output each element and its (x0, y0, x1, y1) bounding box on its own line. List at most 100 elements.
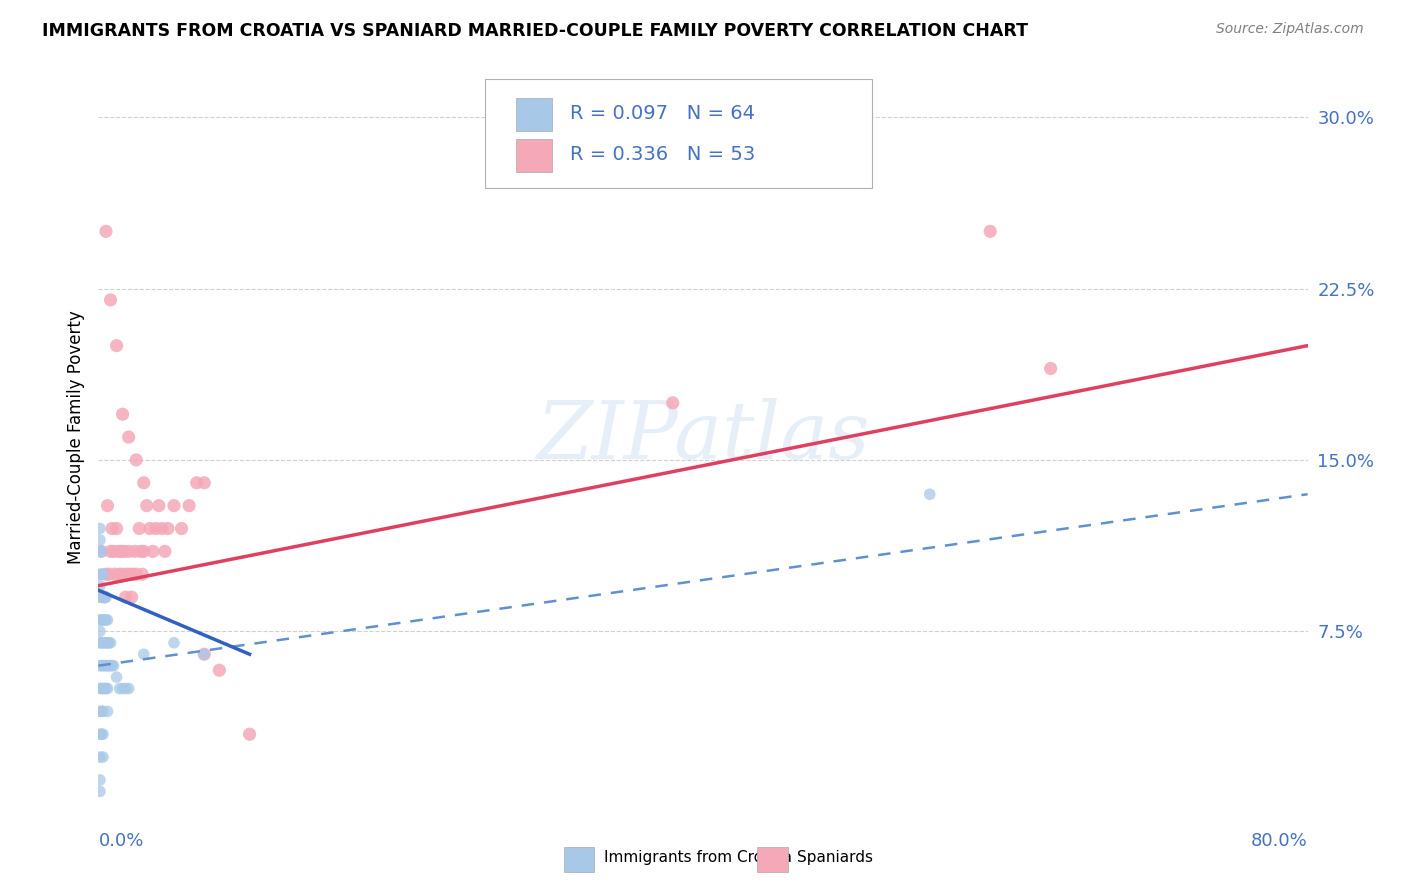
Point (91, 727, 114, 741)
Point (156, 521, 179, 535)
Point (101, 658, 124, 673)
Point (120, 567, 142, 582)
FancyBboxPatch shape (758, 847, 787, 872)
Point (193, 647, 215, 661)
Point (131, 567, 153, 582)
Point (90, 590, 112, 604)
Text: IMMIGRANTS FROM CROATIA VS SPANIARD MARRIED-COUPLE FAMILY POVERTY CORRELATION CH: IMMIGRANTS FROM CROATIA VS SPANIARD MARR… (42, 22, 1028, 40)
Point (89, 579, 111, 593)
Point (89, 772, 111, 787)
Point (107, 544, 129, 558)
Point (661, 396, 683, 410)
Point (89, 521, 111, 535)
Point (101, 521, 124, 535)
Point (186, 475, 208, 490)
Point (91, 681, 114, 696)
Point (163, 499, 186, 513)
Point (96, 613, 118, 627)
Point (98, 658, 121, 673)
Point (193, 475, 215, 490)
Point (91, 590, 114, 604)
Y-axis label: Married-Couple Family Poverty: Married-Couple Family Poverty (66, 310, 84, 564)
Point (96, 705, 118, 719)
Point (129, 544, 152, 558)
Text: 0.0%: 0.0% (98, 832, 143, 850)
Point (118, 681, 141, 696)
Point (132, 475, 155, 490)
FancyBboxPatch shape (516, 139, 551, 172)
Point (90, 613, 112, 627)
Point (153, 544, 176, 558)
Point (108, 567, 131, 582)
Point (139, 521, 162, 535)
Point (100, 544, 122, 558)
Point (115, 567, 138, 582)
Point (90, 727, 112, 741)
Point (100, 293, 122, 307)
Point (163, 636, 186, 650)
Point (96, 499, 118, 513)
Point (89, 590, 111, 604)
Point (91, 750, 114, 764)
Point (193, 647, 215, 661)
Point (114, 681, 136, 696)
Point (105, 338, 128, 352)
Point (93, 590, 115, 604)
Point (89, 705, 111, 719)
Point (91, 613, 114, 627)
Point (93, 658, 115, 673)
Point (100, 636, 122, 650)
Point (979, 224, 1001, 238)
Point (91, 658, 114, 673)
Point (90, 681, 112, 696)
Point (93, 613, 115, 627)
Point (122, 567, 145, 582)
Point (91, 636, 114, 650)
Point (90, 658, 112, 673)
Point (103, 658, 125, 673)
Point (93, 636, 115, 650)
Text: 80.0%: 80.0% (1251, 832, 1308, 850)
FancyBboxPatch shape (485, 78, 872, 188)
Point (90, 544, 112, 558)
Point (112, 544, 135, 558)
FancyBboxPatch shape (516, 98, 551, 131)
Point (94, 590, 117, 604)
Point (1039, 361, 1062, 376)
Text: Spaniards: Spaniards (797, 850, 873, 865)
Point (94, 636, 117, 650)
Point (96, 658, 118, 673)
Point (89, 750, 111, 764)
Point (170, 521, 193, 535)
Point (125, 567, 148, 582)
Point (90, 636, 112, 650)
Point (132, 544, 155, 558)
Point (111, 567, 134, 582)
Point (104, 567, 127, 582)
Point (108, 681, 131, 696)
Point (93, 681, 115, 696)
Point (150, 521, 173, 535)
Point (135, 499, 157, 513)
Point (98, 636, 121, 650)
Point (179, 499, 201, 513)
Point (89, 567, 111, 582)
Point (96, 636, 118, 650)
Point (918, 487, 941, 501)
Point (89, 613, 111, 627)
Point (93, 590, 115, 604)
FancyBboxPatch shape (564, 847, 595, 872)
Text: Source: ZipAtlas.com: Source: ZipAtlas.com (1216, 22, 1364, 37)
Point (121, 590, 143, 604)
Point (91, 705, 114, 719)
Point (142, 544, 165, 558)
Point (98, 567, 121, 582)
Point (94, 567, 117, 582)
Text: Immigrants from Croatia: Immigrants from Croatia (603, 850, 792, 865)
Point (118, 544, 141, 558)
Point (208, 663, 231, 677)
Point (110, 544, 132, 558)
Point (89, 658, 111, 673)
Text: R = 0.097   N = 64: R = 0.097 N = 64 (569, 104, 755, 123)
Point (111, 407, 134, 421)
